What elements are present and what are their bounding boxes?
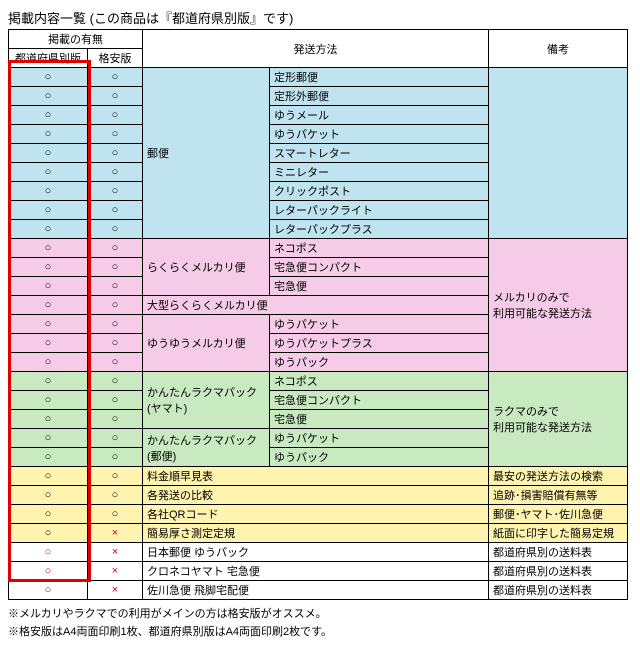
table-row: ○○料金順早見表最安の発送方法の検索 [9, 467, 628, 486]
table-row: ○○郵便定形郵便 [9, 68, 628, 87]
table-row: ○○らくらくメルカリ便ネコポスメルカリのみで利用可能な発送方法 [9, 239, 628, 258]
table-row: ○×佐川急便 飛脚宅配便都道府県別の送料表 [9, 581, 628, 600]
header-shipping: 発送方法 [143, 30, 489, 68]
header-presence: 掲載の有無 [9, 30, 143, 49]
header-note: 備考 [489, 30, 628, 68]
table-row: ○×クロネコヤマト 宅急便都道府県別の送料表 [9, 562, 628, 581]
header-col1: 都道府県別版 [9, 49, 88, 68]
content-table: 掲載の有無 発送方法 備考 都道府県別版 格安版 ○○郵便定形郵便○○定形外郵便… [8, 29, 628, 600]
page-title: 掲載内容一覧 (この商品は『都道府県別版』です) [8, 8, 632, 27]
table-row: ○○各社QRコード郵便･ヤマト･佐川急便 [9, 505, 628, 524]
footnote-1: ※メルカリやラクマでの利用がメインの方は格安版がオススメ。 [8, 605, 632, 621]
table-row: ○×日本郵便 ゆうパック都道府県別の送料表 [9, 543, 628, 562]
header-col2: 格安版 [88, 49, 143, 68]
table-row: ○○各発送の比較追跡･損害賠償有無等 [9, 486, 628, 505]
table-row: ○○かんたんラクマパック(ヤマト)ネコポスラクマのみで利用可能な発送方法 [9, 372, 628, 391]
table-row: ○×簡易厚さ測定定規紙面に印字した簡易定規 [9, 524, 628, 543]
footnote-2: ※格安版はA4両面印刷1枚、都道府県別版はA4両面印刷2枚です。 [8, 623, 632, 639]
